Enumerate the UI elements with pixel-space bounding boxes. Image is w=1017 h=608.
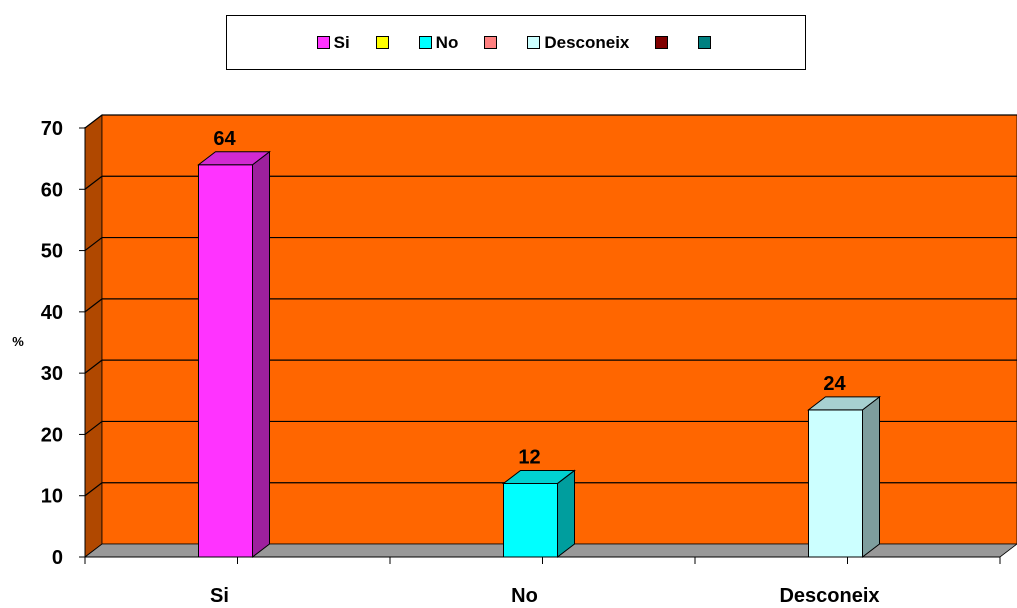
data-label: 12 <box>518 446 540 468</box>
x-tick-label: No <box>511 585 538 607</box>
gridline <box>84 420 1017 435</box>
bar-side <box>252 150 270 559</box>
gridline <box>84 175 1017 190</box>
legend-swatch <box>375 36 389 49</box>
y-tick-label: 60 <box>41 179 63 201</box>
legend-item: No <box>418 32 459 53</box>
side-wall <box>84 114 103 558</box>
axes: 0 10 20 30 40 50 60 70 Si No Desconeix <box>41 118 1001 607</box>
bar <box>807 395 881 559</box>
y-tick-label: 10 <box>41 486 63 508</box>
legend-item <box>655 33 672 53</box>
y-tick-label: 70 <box>41 118 63 140</box>
legend-swatch <box>527 36 541 49</box>
y-axis-label: % <box>12 334 24 349</box>
y-tick-label: 20 <box>41 424 63 446</box>
legend-swatch <box>698 36 712 49</box>
bar <box>502 469 576 559</box>
legend-item <box>375 33 393 53</box>
bar-top <box>502 469 576 484</box>
x-tick-label: Desconeix <box>779 585 879 607</box>
gridline <box>84 236 1017 252</box>
chart-legend: Si No Desconeix <box>226 15 806 70</box>
legend-swatch <box>484 36 498 49</box>
legend-label: No <box>435 32 459 52</box>
legend-item: Si <box>316 32 350 53</box>
bars: 64 12 24 <box>197 128 881 559</box>
y-tick-label: 40 <box>41 302 63 324</box>
bar-top <box>197 151 271 166</box>
gridline <box>84 114 1017 129</box>
legend-label: Desconeix <box>544 32 630 52</box>
legend-swatch <box>655 36 669 49</box>
bar-front <box>198 164 253 558</box>
legend-item <box>484 33 501 53</box>
data-label: 24 <box>823 373 846 395</box>
bar-front <box>503 482 558 558</box>
y-tick-label: 30 <box>41 363 63 385</box>
legend-item: Desconeix <box>527 33 629 53</box>
legend-swatch <box>418 36 432 49</box>
data-label: 64 <box>213 128 236 150</box>
legend-swatch <box>316 36 330 49</box>
legend-item <box>698 33 715 53</box>
grid-lines <box>84 114 1017 497</box>
bar-front <box>808 409 863 558</box>
gridline <box>84 359 1017 374</box>
y-tick-label: 50 <box>41 241 63 263</box>
bar <box>197 150 271 559</box>
legend-label: Si <box>333 32 350 52</box>
gridline <box>84 482 1017 497</box>
y-tick-label: 0 <box>52 547 63 569</box>
bar-side <box>557 469 575 559</box>
gridline <box>84 298 1017 313</box>
bar-side <box>862 395 880 559</box>
bar-top <box>807 396 881 411</box>
x-tick-label: Si <box>210 585 229 607</box>
